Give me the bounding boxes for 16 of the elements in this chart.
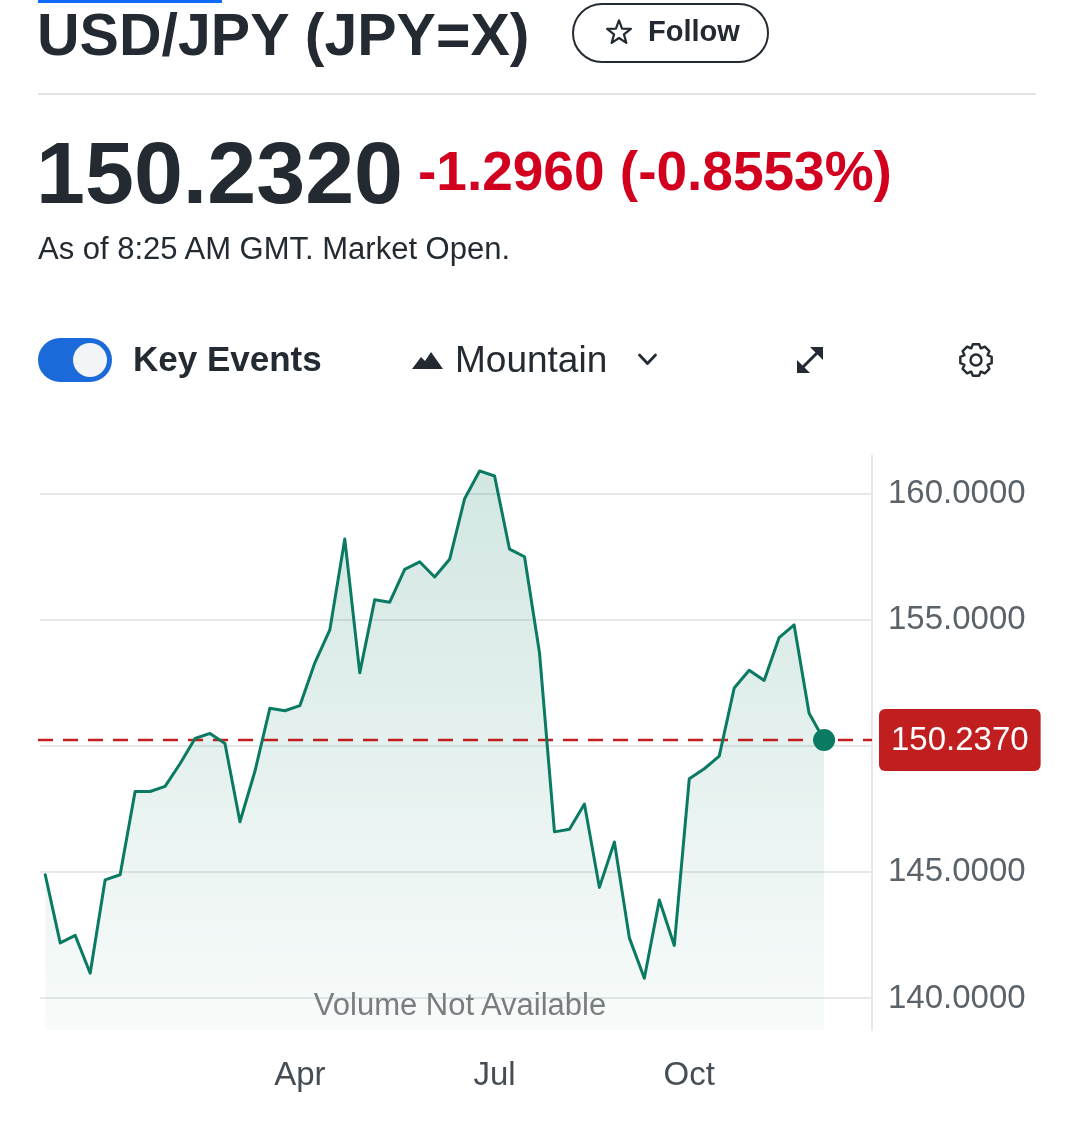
chart-title: USD/JPY (JPY=X)	[37, 2, 530, 68]
y-tick-label: 155.0000	[888, 598, 1026, 636]
y-tick-label: 140.0000	[888, 977, 1026, 1015]
annotation: Volume Not Available	[313, 987, 607, 1022]
text: Key Events	[133, 339, 322, 378]
chart-subtitle: 150.2320	[36, 123, 404, 222]
text: -1.2960 (-0.8553%)	[418, 140, 892, 202]
y-tick-label: 145.0000	[888, 851, 1026, 889]
ref-line-label: 150.2370	[891, 720, 1029, 758]
x-tick-label: Jul	[473, 1054, 516, 1092]
text: Follow	[648, 15, 740, 47]
y-tick-label: 160.0000	[888, 472, 1026, 510]
x-tick-label: Oct	[663, 1054, 715, 1092]
x-tick-label: Apr	[274, 1054, 326, 1092]
text: As of 8:25 AM GMT. Market Open.	[38, 231, 511, 266]
text: Mountain	[455, 339, 608, 380]
